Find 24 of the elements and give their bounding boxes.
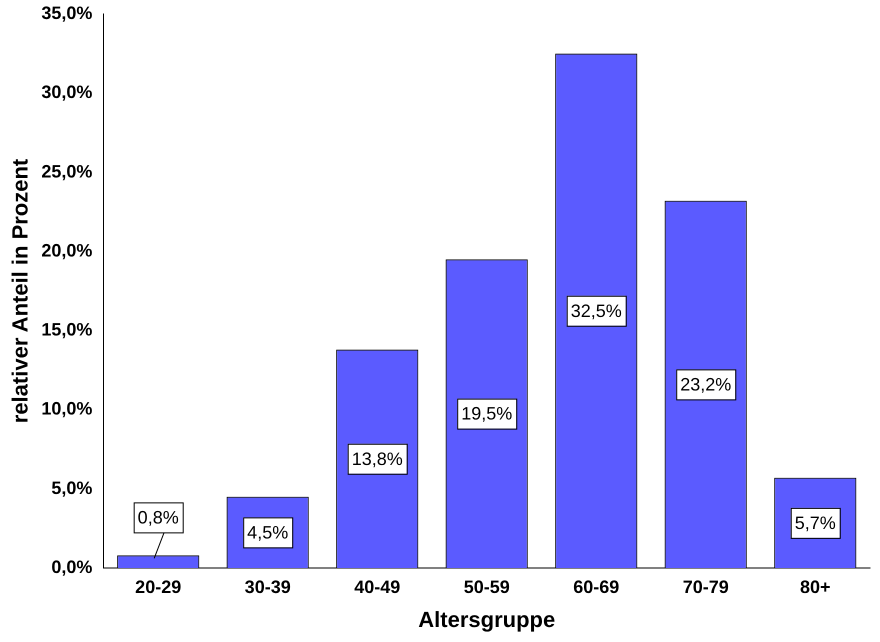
y-tick-label: 10,0% [41, 398, 92, 419]
y-axis-title: relativer Anteil in Prozent [7, 158, 32, 424]
y-tick-label: 20,0% [41, 240, 92, 260]
x-tick-label: 60-69 [573, 576, 620, 597]
data-label: 32,5% [570, 300, 622, 321]
x-tick-label: 80+ [800, 576, 831, 597]
y-tick-label: 15,0% [41, 320, 92, 340]
y-tick-label: 0,0% [51, 556, 92, 577]
x-tick-label: 40-49 [354, 576, 400, 597]
x-tick-label: 20-29 [135, 576, 182, 597]
y-tick-label: 5,0% [51, 478, 92, 498]
y-tick-label: 35,0% [41, 2, 92, 23]
data-label: 23,2% [680, 374, 732, 394]
data-label: 5,7% [794, 512, 836, 533]
data-label: 13,8% [352, 448, 403, 469]
data-label: 19,5% [461, 404, 512, 424]
x-tick-label: 70-79 [682, 576, 729, 597]
y-tick-label: 25,0% [41, 161, 92, 182]
data-label: 0,8% [138, 507, 179, 528]
y-tick-label: 30,0% [41, 82, 92, 102]
x-tick-label: 50-59 [464, 576, 510, 597]
x-tick-label: 30-39 [244, 576, 291, 597]
data-label: 4,5% [247, 522, 288, 542]
x-axis-title: Altersgruppe [418, 606, 556, 632]
